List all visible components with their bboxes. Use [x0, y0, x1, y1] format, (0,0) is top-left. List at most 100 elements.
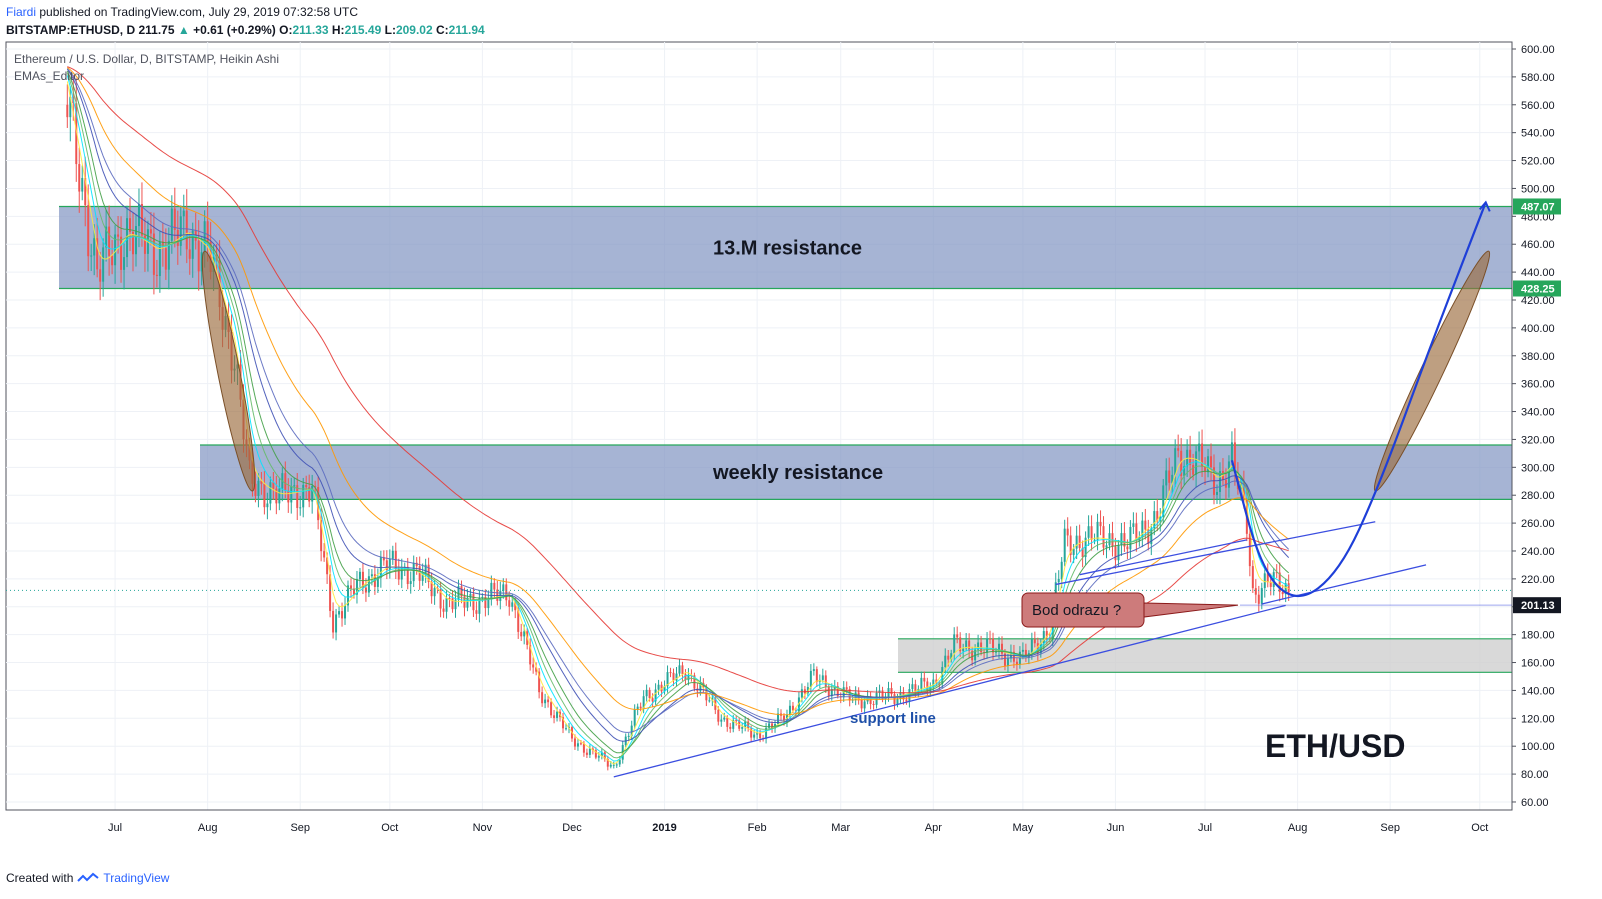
candle-body [105, 226, 108, 248]
candle-body [989, 638, 992, 640]
candle-body [1015, 661, 1018, 665]
candle-body [1192, 465, 1195, 475]
candle-body [1174, 448, 1177, 475]
price-axis[interactable]: 600.00580.00560.00540.00520.00500.00480.… [1511, 42, 1561, 810]
candle-body [1224, 479, 1227, 488]
candle-body [167, 240, 170, 270]
candle-body [920, 677, 923, 689]
tradingview-logo-icon [77, 872, 99, 882]
time-tick-label: Jul [108, 822, 122, 834]
open-label: O: [279, 23, 293, 37]
candle-body [1210, 456, 1213, 468]
candle-body [914, 684, 917, 692]
indicator-label: EMAs_Editor [14, 69, 84, 83]
candle-body [1266, 573, 1269, 582]
candle-body [263, 483, 266, 508]
candle-body [1269, 581, 1272, 587]
ema-line [66, 75, 1289, 762]
candle-body [791, 705, 794, 711]
candle-body [1284, 583, 1287, 595]
candle-body [140, 203, 143, 236]
candle-body [553, 715, 556, 718]
candle-body [759, 732, 762, 739]
candle-body [684, 674, 687, 681]
candle-body [505, 584, 508, 601]
candle-body [672, 672, 675, 681]
candle-body [890, 688, 893, 695]
candle-body [654, 689, 657, 702]
price-tick-label: 440.00 [1521, 267, 1555, 279]
candle-body [606, 758, 609, 767]
candle-body [430, 581, 433, 597]
candle-body [203, 221, 206, 253]
candle-body [442, 608, 445, 612]
candle-body [1141, 520, 1144, 538]
price-tick-label: 180.00 [1521, 630, 1555, 642]
candle-body [1215, 491, 1218, 495]
candle-body [836, 686, 839, 697]
author-link[interactable]: Fiardi [6, 5, 37, 19]
candle-body [78, 164, 81, 192]
candle-body [1072, 548, 1075, 555]
candle-body [1162, 485, 1165, 517]
candle-body [158, 241, 161, 277]
candle-body [1093, 539, 1096, 541]
candle-body [1248, 533, 1251, 567]
candle-body [1099, 521, 1102, 527]
trend-line [1261, 564, 1427, 605]
time-axis[interactable]: Jul Aug Sep Oct Nov Dec 2019 Feb Mar Apr May Jun Jul… [6, 809, 1512, 834]
candle-body [87, 205, 90, 257]
candle-body [176, 229, 179, 246]
candle-body [418, 566, 421, 581]
callout-box [1021, 592, 1145, 628]
time-tick-label: Sep [1380, 822, 1400, 834]
close-label: C: [435, 23, 449, 37]
candle-body [1254, 588, 1257, 595]
price-change: +0.61 (+0.29%) [193, 23, 276, 37]
candle-body [188, 249, 191, 259]
candle-body [111, 255, 114, 266]
candle-body [284, 473, 287, 491]
candle-body [445, 598, 448, 612]
candle-body [137, 203, 140, 227]
price-tick-label: 340.00 [1521, 407, 1555, 419]
candle-body [550, 702, 553, 716]
candle-body [296, 485, 299, 508]
candle-body [370, 574, 373, 577]
candle-body [361, 571, 364, 588]
trend-line [1055, 521, 1376, 586]
candle-body [576, 743, 579, 747]
price-tick-label: 320.00 [1521, 434, 1555, 446]
candle-body [696, 688, 699, 692]
candle-body [152, 233, 155, 275]
candle-body [872, 703, 875, 705]
candle-body [556, 711, 559, 718]
candle-body [209, 241, 212, 272]
time-tick-label: Oct [1471, 822, 1488, 834]
candle-body [687, 674, 690, 681]
projection-curve [1230, 201, 1487, 598]
candle-body [266, 503, 269, 508]
candle-body [1242, 481, 1245, 499]
candle-body [129, 218, 132, 232]
ema-line [66, 70, 1290, 754]
bounce-label: Bod odrazu ? [1032, 602, 1121, 619]
candle-body [950, 653, 953, 660]
candle-body [794, 710, 797, 712]
candle-body [257, 480, 260, 496]
candle-body [466, 597, 469, 608]
trend-line [1079, 539, 1247, 576]
candle-body [502, 584, 505, 591]
candle-body [815, 669, 818, 682]
price-tick-label: 580.00 [1521, 72, 1555, 84]
candle-body [609, 764, 612, 767]
candle-body [1263, 573, 1266, 589]
price-marker [1513, 198, 1561, 215]
tradingview-brand[interactable]: TradingView [103, 871, 170, 885]
ema-line [67, 66, 1289, 694]
candle-body [454, 599, 457, 610]
price-marker [1513, 280, 1561, 297]
candle-body [179, 216, 182, 246]
